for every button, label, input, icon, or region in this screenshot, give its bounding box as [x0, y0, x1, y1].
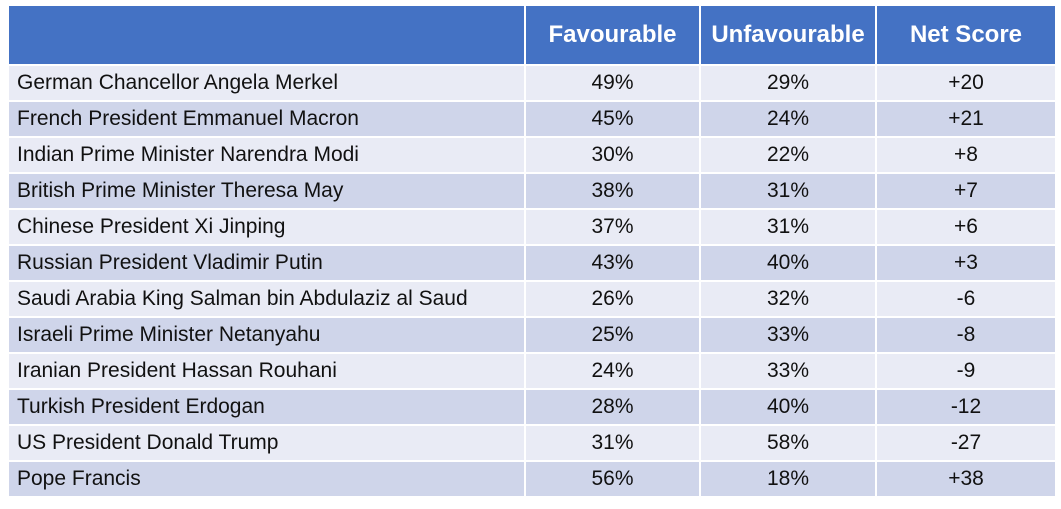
leader-name: Israeli Prime Minister Netanyahu [9, 316, 526, 353]
favourable-value: 49% [525, 64, 701, 101]
table-row: Iranian President Hassan Rouhani 24% 33% -9 [9, 352, 1055, 389]
favourable-value: 31% [525, 424, 701, 461]
unfavourable-value: 31% [700, 172, 877, 209]
unfavourable-value: 40% [700, 244, 877, 281]
net-score-value: +20 [876, 64, 1055, 101]
unfavourable-value: 31% [700, 208, 877, 245]
ratings-table-container: Favourable Unfavourable Net Score German… [9, 6, 1055, 496]
unfavourable-value: 40% [700, 388, 877, 425]
table-row: Chinese President Xi Jinping 37% 31% +6 [9, 208, 1055, 245]
net-score-value: +6 [876, 208, 1055, 245]
unfavourable-value: 33% [700, 316, 877, 353]
header-net-score: Net Score [876, 6, 1055, 65]
table-header: Favourable Unfavourable Net Score [9, 6, 1055, 65]
table-row: US President Donald Trump 31% 58% -27 [9, 424, 1055, 461]
unfavourable-value: 29% [700, 64, 877, 101]
favourable-value: 43% [525, 244, 701, 281]
favourable-value: 25% [525, 316, 701, 353]
leader-name: British Prime Minister Theresa May [9, 172, 526, 209]
favourable-value: 28% [525, 388, 701, 425]
net-score-value: -9 [876, 352, 1055, 389]
ratings-table: Favourable Unfavourable Net Score German… [9, 6, 1055, 496]
table-row: Turkish President Erdogan 28% 40% -12 [9, 388, 1055, 425]
leader-name: German Chancellor Angela Merkel [9, 64, 526, 101]
net-score-value: +7 [876, 172, 1055, 209]
table-row: German Chancellor Angela Merkel 49% 29% +20 [9, 64, 1055, 101]
net-score-value: -27 [876, 424, 1055, 461]
favourable-value: 38% [525, 172, 701, 209]
unfavourable-value: 24% [700, 100, 877, 137]
favourable-value: 26% [525, 280, 701, 317]
leader-name: Russian President Vladimir Putin [9, 244, 526, 281]
header-name [9, 6, 526, 65]
unfavourable-value: 18% [700, 460, 877, 496]
leader-name: Turkish President Erdogan [9, 388, 526, 425]
leader-name: French President Emmanuel Macron [9, 100, 526, 137]
unfavourable-value: 32% [700, 280, 877, 317]
table-body: German Chancellor Angela Merkel 49% 29% +20… [9, 64, 1055, 496]
favourable-value: 30% [525, 136, 701, 173]
table-row: Russian President Vladimir Putin 43% 40% +3 [9, 244, 1055, 281]
leader-name: US President Donald Trump [9, 424, 526, 461]
leader-name: Chinese President Xi Jinping [9, 208, 526, 245]
favourable-value: 24% [525, 352, 701, 389]
table-row: Israeli Prime Minister Netanyahu 25% 33% -8 [9, 316, 1055, 353]
net-score-value: -12 [876, 388, 1055, 425]
net-score-value: +8 [876, 136, 1055, 173]
table-row: British Prime Minister Theresa May 38% 31%… [9, 172, 1055, 209]
table-row: Pope Francis 56% 18% +38 [9, 460, 1055, 496]
favourable-value: 56% [525, 460, 701, 496]
header-row: Favourable Unfavourable Net Score [9, 6, 1055, 65]
leader-name: Iranian President Hassan Rouhani [9, 352, 526, 389]
net-score-value: -8 [876, 316, 1055, 353]
net-score-value: +38 [876, 460, 1055, 496]
net-score-value: +3 [876, 244, 1055, 281]
unfavourable-value: 33% [700, 352, 877, 389]
unfavourable-value: 22% [700, 136, 877, 173]
favourable-value: 37% [525, 208, 701, 245]
header-unfavourable: Unfavourable [700, 6, 877, 65]
net-score-value: +21 [876, 100, 1055, 137]
header-favourable: Favourable [525, 6, 701, 65]
favourable-value: 45% [525, 100, 701, 137]
unfavourable-value: 58% [700, 424, 877, 461]
net-score-value: -6 [876, 280, 1055, 317]
leader-name: Indian Prime Minister Narendra Modi [9, 136, 526, 173]
table-row: Indian Prime Minister Narendra Modi 30% 22… [9, 136, 1055, 173]
leader-name: Pope Francis [9, 460, 526, 496]
table-row: French President Emmanuel Macron 45% 24% +2… [9, 100, 1055, 137]
table-row: Saudi Arabia King Salman bin Abdulaziz a… [9, 280, 1055, 317]
leader-name: Saudi Arabia King Salman bin Abdulaziz a… [9, 280, 526, 317]
